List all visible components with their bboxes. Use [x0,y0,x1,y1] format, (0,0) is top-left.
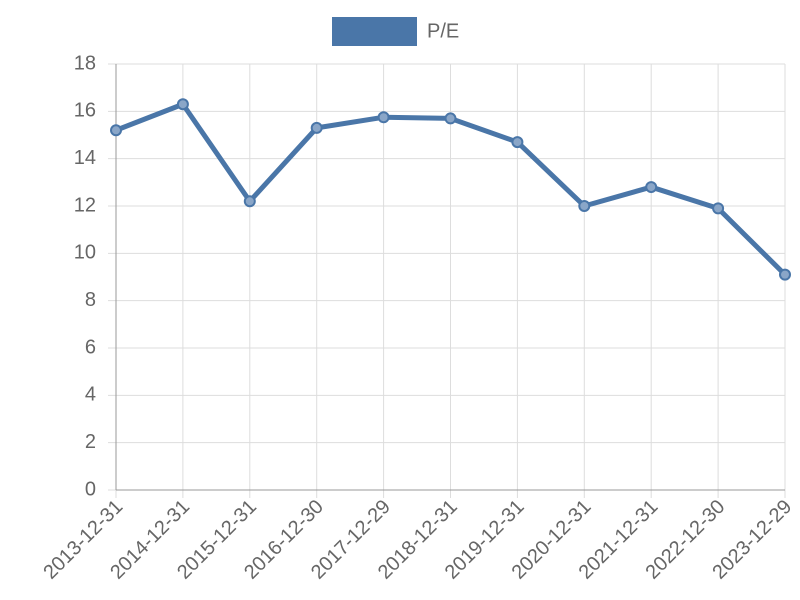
y-tick-label: 14 [74,147,96,169]
point [444,112,457,125]
y-tick-label: 12 [74,194,96,216]
y-tick-label: 2 [85,431,96,453]
y-tick-label: 0 [85,478,96,500]
y-tick-label: 18 [74,52,96,74]
point [377,111,390,124]
legend-swatch [332,17,417,46]
point [779,268,791,281]
point [645,181,658,194]
point [578,200,591,212]
point [712,202,725,215]
point [110,124,122,137]
y-tick-label: 16 [74,100,96,122]
point [176,98,189,111]
point [243,195,256,208]
y-tick-label: 8 [85,289,96,311]
y-tick-label: 4 [85,384,96,406]
legend-label: P/E [427,20,459,42]
point [511,136,524,149]
y-tick-label: 10 [74,242,96,264]
y-tick-label: 6 [85,336,96,358]
point [310,121,323,134]
